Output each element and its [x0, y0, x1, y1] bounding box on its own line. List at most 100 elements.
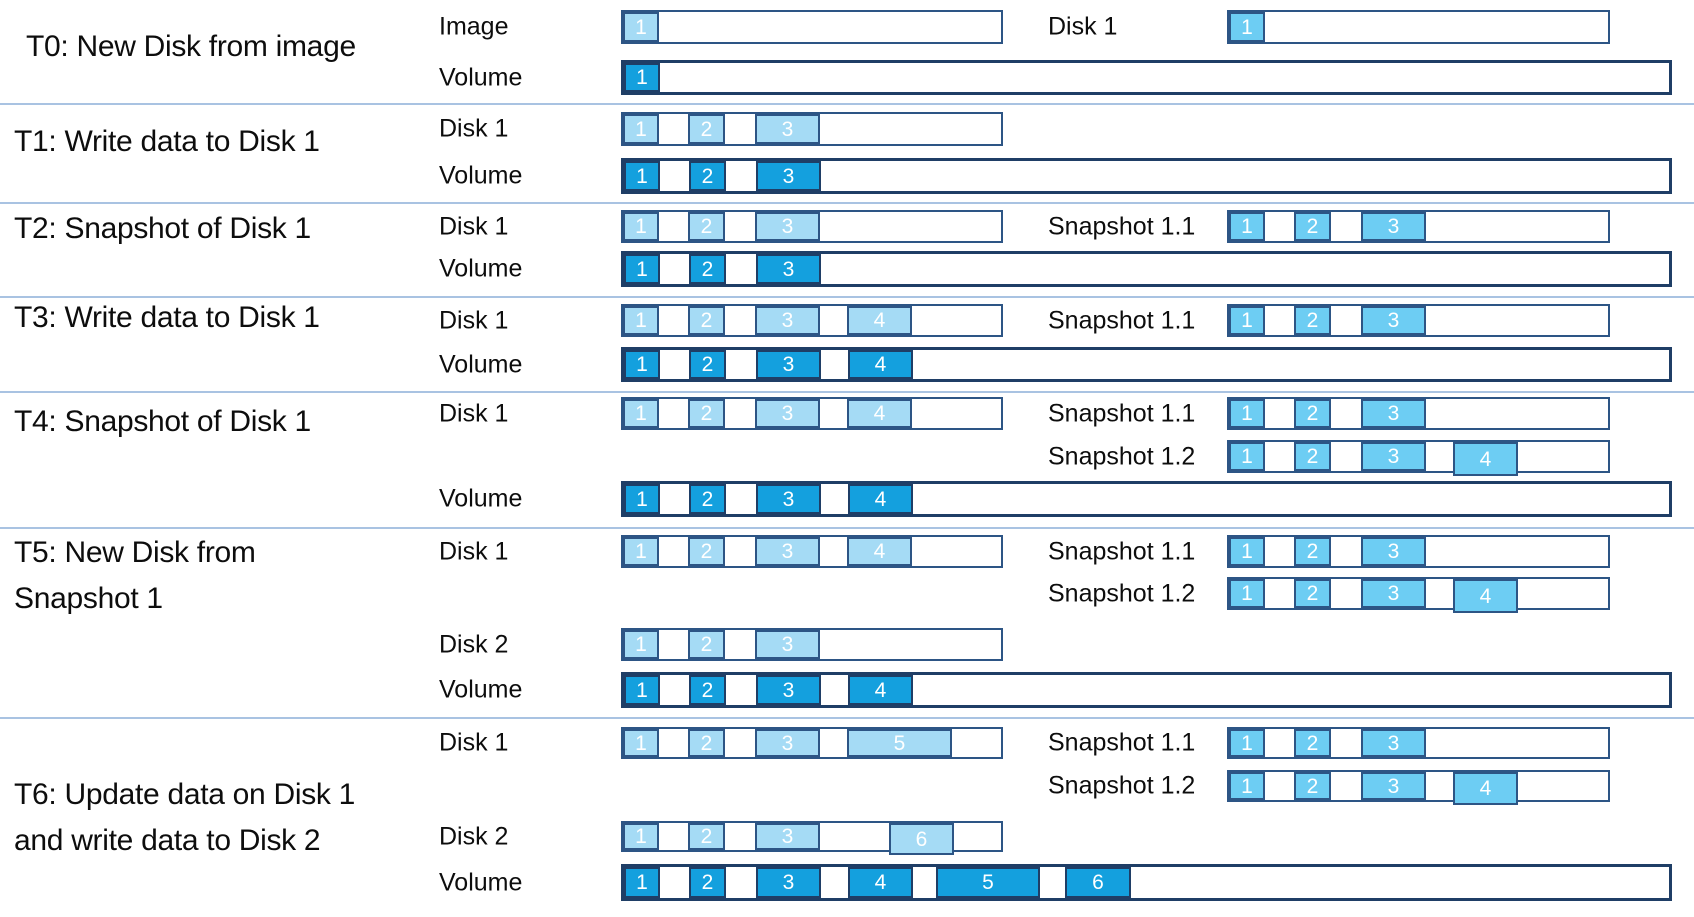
- block-1: 1: [623, 399, 659, 428]
- block-number: 2: [700, 731, 713, 755]
- block-2: 2: [689, 867, 726, 898]
- block-4: 4: [847, 306, 912, 335]
- t4-volume-label: Volume: [439, 484, 523, 513]
- block-number: 1: [635, 215, 647, 238]
- t6-disk-2-label: Disk 2: [439, 822, 509, 850]
- block-1: 1: [623, 537, 659, 566]
- block-2: 2: [1294, 442, 1331, 471]
- block-1: 1: [1229, 579, 1265, 608]
- block-2: 2: [689, 350, 726, 379]
- block-number: 1: [1241, 540, 1253, 563]
- t5-volume-bar: 1 2 3 4: [621, 672, 1672, 708]
- t5-disk-1-label: Disk 1: [439, 537, 509, 565]
- t5-disk-1-bar: 1 2 3 4: [621, 535, 1003, 568]
- block-number: 4: [874, 353, 887, 376]
- block-1: 1: [623, 630, 659, 659]
- time-label-t4-line: T4: Snapshot of Disk 1: [14, 405, 311, 438]
- block-3: 3: [756, 484, 821, 514]
- block-4: 4: [847, 399, 912, 428]
- block-4: 4: [1453, 442, 1518, 476]
- block-number: 2: [701, 257, 714, 281]
- block-number: 6: [1092, 871, 1104, 894]
- time-label-t5: T5: New Disk from Snapshot 1: [14, 530, 256, 622]
- t4-disk-1-label: Disk 1: [439, 399, 509, 427]
- block-number: 3: [782, 487, 795, 511]
- time-label-t1-line: T1: Write data to Disk 1: [14, 125, 320, 158]
- block-5: 5: [936, 867, 1040, 898]
- block-number: 1: [635, 117, 647, 141]
- block-number: 2: [701, 353, 714, 376]
- time-label-t1: T1: Write data to Disk 1: [14, 119, 320, 165]
- block-number: 2: [1306, 215, 1319, 238]
- block-number: 3: [781, 309, 794, 332]
- block-3: 3: [755, 630, 820, 659]
- time-label-t0: T0: New Disk from image: [26, 24, 356, 70]
- block-number: 2: [701, 678, 714, 702]
- block-number: 3: [782, 353, 795, 376]
- t4-snapshot-1-2-label: Snapshot 1.2: [1048, 442, 1196, 470]
- block-number: 4: [874, 678, 887, 702]
- block-3: 3: [755, 729, 820, 757]
- block-1: 1: [1229, 537, 1265, 566]
- block-number: 3: [1387, 402, 1400, 425]
- block-number: 3: [781, 402, 794, 425]
- block-3: 3: [1361, 537, 1426, 566]
- block-3: 3: [1361, 442, 1426, 471]
- block-number: 3: [782, 257, 795, 281]
- block-2: 2: [1294, 399, 1331, 428]
- block-1: 1: [1229, 306, 1265, 335]
- time-label-t3-line: T3: Write data to Disk 1: [14, 301, 320, 334]
- block-number: 2: [1306, 731, 1319, 755]
- block-1: 1: [623, 823, 659, 850]
- block-number: 4: [1479, 777, 1492, 800]
- block-number: 2: [701, 164, 714, 188]
- section-divider: [0, 296, 1694, 298]
- block-4: 4: [1453, 579, 1518, 613]
- block-number: 2: [1306, 445, 1319, 468]
- block-6: 6: [1065, 867, 1131, 898]
- block-3: 3: [756, 675, 821, 705]
- t5-disk-2-bar: 1 2 3: [621, 628, 1003, 661]
- block-3: 3: [755, 537, 820, 566]
- block-number: 2: [1306, 582, 1319, 605]
- block-number: 3: [1387, 731, 1400, 755]
- t6-volume-bar: 1 2 3 4 5 6: [621, 864, 1672, 901]
- block-number: 1: [635, 15, 647, 39]
- block-number: 3: [1387, 309, 1400, 332]
- t4-disk-1-bar: 1 2 3 4: [621, 397, 1003, 430]
- block-1: 1: [624, 484, 660, 514]
- t6-volume-label: Volume: [439, 868, 523, 896]
- block-4: 4: [848, 484, 913, 514]
- t5-snapshot-1-2-bar: 1 2 3 4: [1227, 577, 1610, 613]
- block-1: 1: [624, 63, 660, 92]
- time-label-t4: T4: Snapshot of Disk 1: [14, 399, 311, 445]
- block-number: 1: [636, 353, 648, 376]
- block-3: 3: [1361, 772, 1426, 800]
- block-1: 1: [623, 114, 659, 144]
- block-number: 5: [982, 871, 994, 894]
- t5-snapshot-1-2-label: Snapshot 1.2: [1048, 579, 1196, 607]
- t1-volume-bar: 1 2 3: [621, 158, 1672, 194]
- block-1: 1: [624, 675, 660, 705]
- block-2: 2: [1294, 579, 1331, 608]
- time-label-t6-line: and write data to Disk 2: [14, 824, 321, 857]
- block-number: 1: [636, 66, 648, 89]
- block-number: 2: [700, 215, 713, 238]
- block-3: 3: [756, 867, 821, 898]
- t3-disk-1-bar: 1 2 3 4: [621, 304, 1003, 337]
- block-number: 2: [701, 487, 714, 511]
- block-number: 2: [700, 309, 713, 332]
- t6-snapshot-1-2-bar: 1 2 3 4: [1227, 770, 1610, 805]
- block-number: 1: [635, 731, 647, 755]
- t4-volume-bar: 1 2 3 4: [621, 481, 1672, 517]
- block-2: 2: [689, 484, 726, 514]
- block-1: 1: [624, 161, 660, 191]
- block-number: 1: [635, 825, 647, 848]
- block-number: 2: [701, 871, 714, 894]
- block-2: 2: [688, 729, 725, 757]
- block-number: 2: [700, 540, 713, 563]
- block-number: 3: [1387, 215, 1400, 238]
- t3-snapshot-1-1-label: Snapshot 1.1: [1048, 306, 1196, 334]
- block-2: 2: [1294, 537, 1331, 566]
